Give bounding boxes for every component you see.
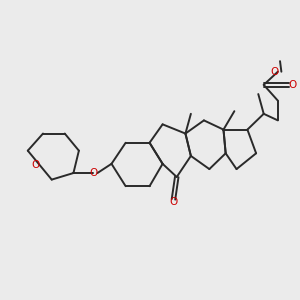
- Text: O: O: [288, 80, 296, 90]
- Text: O: O: [271, 67, 279, 77]
- Text: O: O: [169, 197, 178, 207]
- Text: O: O: [89, 168, 97, 178]
- Text: O: O: [31, 160, 40, 170]
